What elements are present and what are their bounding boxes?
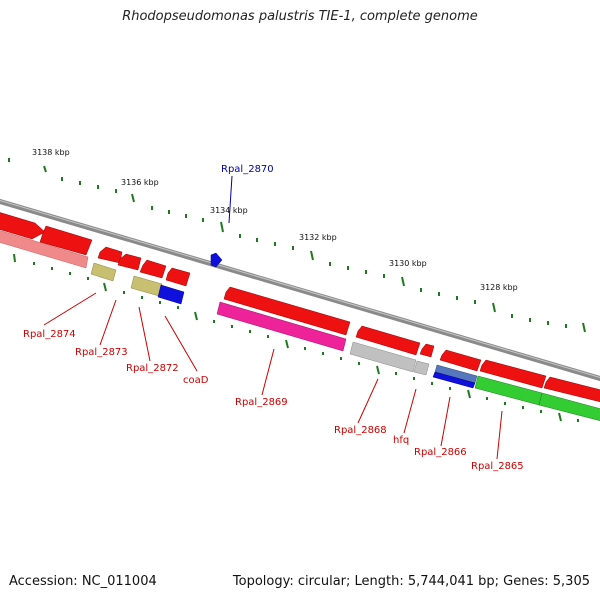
leader-rpal-2870 bbox=[228, 175, 233, 224]
gene-arrow-rpal-2869[interactable] bbox=[223, 286, 351, 336]
feature-row bbox=[0, 229, 600, 422]
gene-arrow-rpal-2874[interactable] bbox=[39, 225, 93, 256]
feature-block-blue[interactable] bbox=[432, 371, 476, 389]
gene-label-coad[interactable]: coaD bbox=[183, 375, 209, 386]
gene-labels: Rpal_2870 Rpal_2874 Rpal_2873 Rpal_2872 … bbox=[23, 164, 524, 472]
leader-coad bbox=[164, 315, 198, 372]
leader-rpal-2865 bbox=[496, 410, 503, 460]
gene-label-rpal-2874[interactable]: Rpal_2874 bbox=[23, 329, 76, 340]
feature-block-khaki-2[interactable] bbox=[130, 275, 163, 297]
leader-rpal-2868 bbox=[357, 378, 379, 424]
gene-arrow-rpal-2872a[interactable] bbox=[117, 253, 142, 271]
genome-summary-text: Topology: circular; Length: 5,744,041 bp… bbox=[232, 574, 590, 589]
feature-block-green-2[interactable] bbox=[538, 392, 600, 422]
gene-arrow-partial-right[interactable] bbox=[543, 376, 600, 403]
genome-backbone bbox=[0, 198, 600, 382]
gene-label-rpal-2872[interactable]: Rpal_2872 bbox=[126, 363, 179, 374]
gene-arrow-rpal-2866[interactable] bbox=[439, 349, 482, 372]
gene-arrow-rpal-2868[interactable] bbox=[355, 325, 421, 356]
gene-label-rpal-2868[interactable]: Rpal_2868 bbox=[334, 425, 387, 436]
inner-tick-scale bbox=[13, 253, 579, 422]
leader-rpal-2874 bbox=[43, 292, 97, 326]
cds-row bbox=[0, 211, 600, 403]
gene-arrow-rpal-2865[interactable] bbox=[479, 359, 547, 389]
feature-block-gray-small[interactable] bbox=[413, 360, 430, 376]
tick-label-3128: 3128 kbp bbox=[480, 283, 518, 292]
gene-arrow-rpal-2872b[interactable] bbox=[139, 259, 167, 279]
gene-arrow-hfq[interactable] bbox=[419, 343, 435, 358]
tick-label-3132: 3132 kbp bbox=[299, 233, 337, 242]
genome-backbone-highlight bbox=[0, 199, 600, 379]
map-title: Rhodopseudomonas palustris TIE-1, comple… bbox=[122, 9, 478, 24]
gene-label-hfq[interactable]: hfq bbox=[393, 435, 409, 446]
tick-labels: 3138 kbp 3136 kbp 3134 kbp 3132 kbp 3130… bbox=[32, 148, 518, 292]
tick-scale bbox=[8, 158, 586, 333]
gene-label-rpal-2869[interactable]: Rpal_2869 bbox=[235, 397, 288, 408]
label-leaders bbox=[43, 175, 503, 460]
feature-block-gray[interactable] bbox=[349, 341, 417, 373]
leader-rpal-2866 bbox=[440, 396, 451, 447]
gene-arrow-rpal-2870[interactable] bbox=[210, 252, 223, 268]
leader-hfq bbox=[403, 388, 417, 434]
gene-arrow-partial-left[interactable] bbox=[0, 211, 46, 240]
tick-label-3136: 3136 kbp bbox=[121, 178, 159, 187]
accession-text: Accession: NC_011004 bbox=[9, 574, 157, 589]
leader-rpal-2873 bbox=[99, 299, 117, 346]
feature-block-khaki-1[interactable] bbox=[90, 262, 117, 282]
gene-label-rpal-2865[interactable]: Rpal_2865 bbox=[471, 461, 524, 472]
feature-block-pink[interactable] bbox=[0, 229, 89, 269]
gene-arrow-rpal-2873[interactable] bbox=[97, 246, 123, 264]
gene-arrow-coad[interactable] bbox=[165, 267, 191, 287]
leader-rpal-2869 bbox=[261, 348, 275, 396]
feature-block-magenta[interactable] bbox=[216, 301, 347, 352]
tick-label-3138: 3138 kbp bbox=[32, 148, 70, 157]
feature-block-blue-coad[interactable] bbox=[157, 284, 185, 305]
gene-label-rpal-2866[interactable]: Rpal_2866 bbox=[414, 447, 467, 458]
leader-rpal-2872 bbox=[138, 306, 151, 362]
tick-label-3134: 3134 kbp bbox=[210, 206, 248, 215]
gene-label-rpal-2873[interactable]: Rpal_2873 bbox=[75, 347, 128, 358]
tick-label-3130: 3130 kbp bbox=[389, 259, 427, 268]
gene-label-rpal-2870[interactable]: Rpal_2870 bbox=[221, 164, 274, 175]
